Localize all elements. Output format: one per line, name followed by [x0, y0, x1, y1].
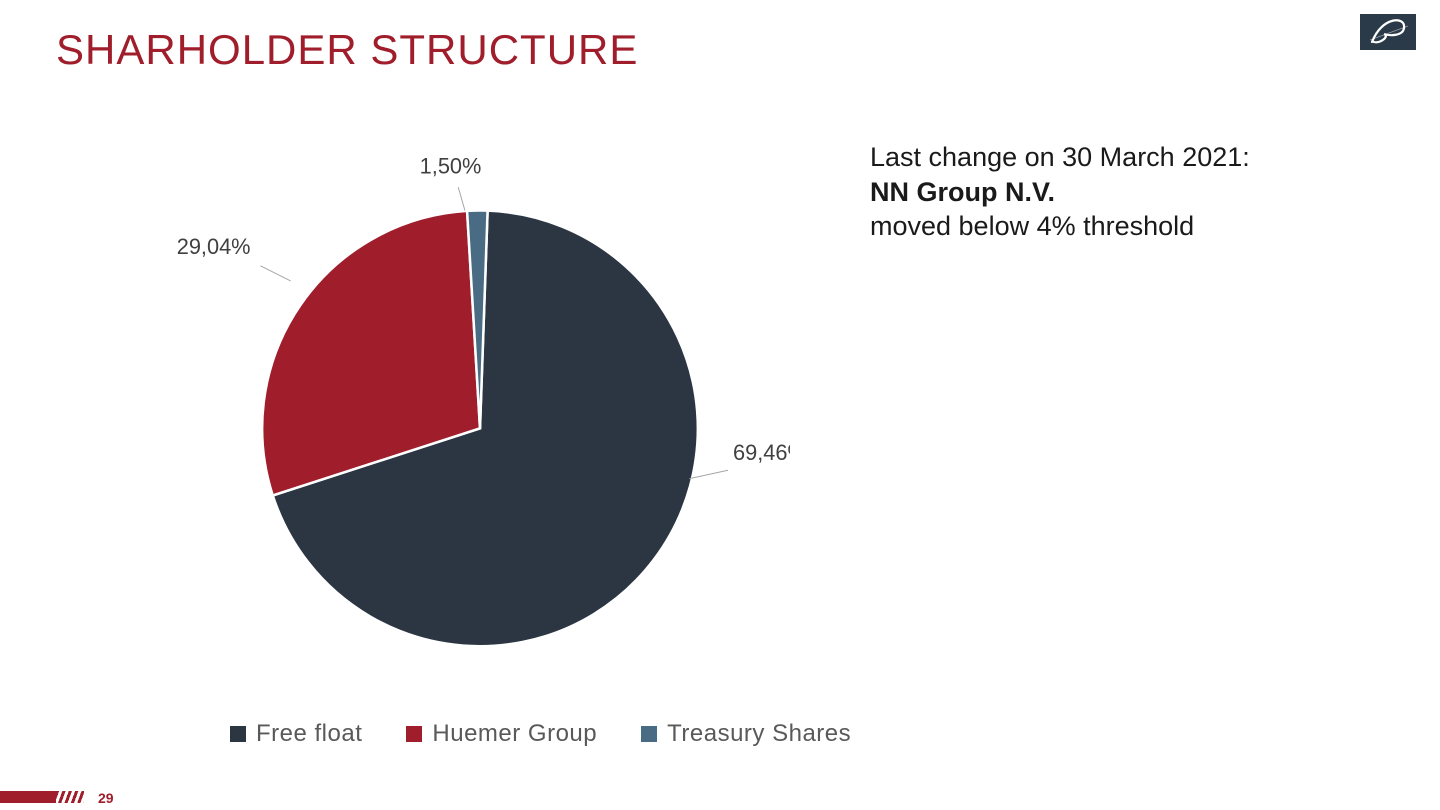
slide: SHARHOLDER STRUCTURE 69,46% 29,04% 1,50% F… — [0, 0, 1440, 810]
pie-chart-svg: 69,46% 29,04% 1,50% — [170, 140, 790, 700]
note-line2: moved below 4% threshold — [870, 211, 1194, 241]
page-number: 29 — [98, 790, 114, 806]
footer-accent — [0, 790, 84, 804]
legend-label: Huemer Group — [432, 720, 597, 748]
page-title: SHARHOLDER STRUCTURE — [56, 26, 638, 74]
note-line1: Last change on 30 March 2021: — [870, 142, 1250, 172]
legend-swatch — [641, 726, 657, 742]
data-label: 1,50% — [420, 154, 482, 179]
leader-line — [458, 187, 465, 210]
data-label: 69,46% — [733, 440, 790, 465]
brand-logo — [1360, 14, 1416, 50]
legend-swatch — [230, 726, 246, 742]
note-bold: NN Group N.V. — [870, 177, 1055, 207]
legend-item: Free float — [230, 720, 362, 748]
legend-label: Free float — [256, 720, 362, 748]
legend-swatch — [406, 726, 422, 742]
pie-chart: 69,46% 29,04% 1,50% — [170, 140, 790, 700]
legend-item: Treasury Shares — [641, 720, 851, 748]
legend-label: Treasury Shares — [667, 720, 851, 748]
leader-line — [260, 266, 290, 281]
data-label: 29,04% — [177, 234, 251, 259]
footer-solid-bar — [0, 791, 56, 803]
chart-legend: Free float Huemer Group Treasury Shares — [230, 720, 851, 748]
footer-hatch-bar — [56, 791, 84, 803]
leader-line — [689, 470, 728, 478]
logo-p-icon — [1360, 14, 1416, 50]
legend-item: Huemer Group — [406, 720, 597, 748]
side-note: Last change on 30 March 2021: NN Group N… — [870, 140, 1370, 244]
